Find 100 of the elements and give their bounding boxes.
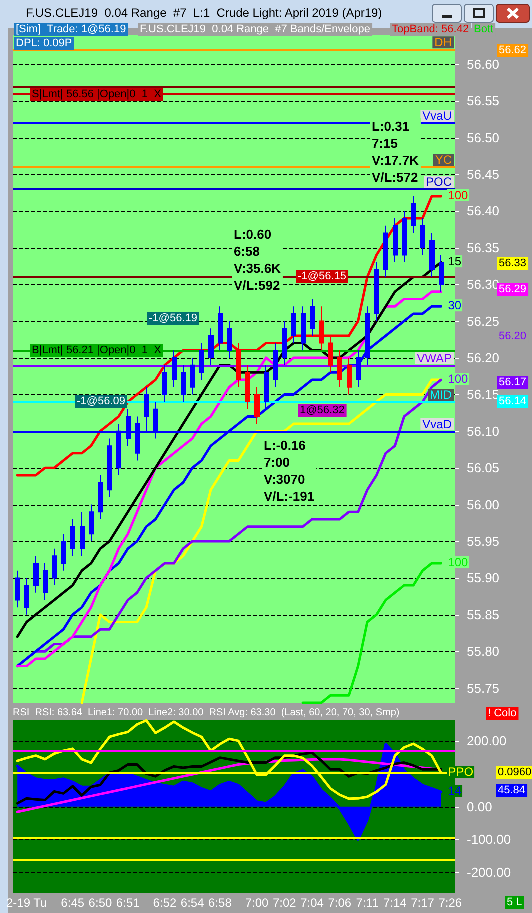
y-tick-label: 56.25	[467, 314, 500, 329]
x-tick-label: 7:17	[411, 896, 435, 910]
candlestick	[356, 350, 361, 388]
annotation: S|Lmt| 56.56 |Open|0 1 X	[32, 88, 162, 100]
text: 5 L	[507, 896, 522, 908]
text: 45.84	[498, 784, 526, 796]
candlestick	[273, 342, 278, 388]
y-tick-label: 55.95	[467, 534, 500, 550]
annotation: L:0.31 7:15 V:17.7K V/L:572	[372, 119, 420, 185]
candlestick	[282, 320, 287, 366]
ref-line-label: DH	[434, 36, 452, 50]
series-label: 100	[448, 188, 469, 202]
x-tick-label: 6:58	[208, 896, 232, 910]
candlestick	[245, 364, 250, 410]
candlestick	[301, 306, 306, 352]
candlestick	[162, 364, 167, 403]
annotation: DPL: 0.09P	[16, 38, 72, 50]
x-tick-label: 7:11	[356, 896, 380, 910]
candlestick	[347, 357, 352, 396]
y-tick-label: 55.90	[467, 570, 500, 586]
series-label: 14	[448, 784, 462, 798]
y-tick-label: 56.60	[467, 56, 500, 72]
y-tick-label: -100.00	[467, 832, 512, 848]
x-tick-label: 6:45	[61, 896, 85, 910]
y-tick-label: 200.00	[467, 734, 507, 749]
x-tick-label: 7:26	[438, 896, 462, 910]
y-tick-label: 55.85	[467, 607, 500, 622]
candlestick	[43, 563, 48, 601]
ref-line-label: VWAP	[417, 351, 452, 366]
y-tick-label: 56.45	[467, 166, 500, 182]
annotation: L:-0.16 7:00 V:3070 V/L:-191	[264, 438, 315, 504]
candlestick	[310, 298, 315, 336]
y-tick-label: 56.50	[467, 130, 500, 146]
candlestick	[172, 350, 177, 388]
x-tick-label: 6:54	[180, 896, 205, 910]
candlestick	[411, 196, 416, 234]
text: 56.14	[499, 396, 527, 408]
candlestick	[429, 232, 435, 278]
x-tick-label: 7:14	[383, 896, 408, 910]
y-tick-label: 55.80	[467, 644, 500, 660]
candlestick	[374, 262, 379, 322]
series-label: 30	[448, 298, 462, 313]
annotation: TopBand: 56.42	[392, 24, 470, 36]
text: 0.0960	[498, 766, 532, 778]
x-tick-label: 6:52	[153, 896, 177, 910]
candlestick	[70, 518, 75, 557]
candlestick	[89, 504, 94, 542]
candlestick	[24, 578, 29, 616]
candlestick	[319, 306, 324, 352]
candlestick	[337, 350, 342, 388]
text: 56.17	[499, 376, 527, 388]
candlestick	[439, 254, 444, 292]
text: 56.29	[499, 284, 527, 296]
series-label: 15	[448, 254, 462, 269]
ref-line-label: POC	[426, 175, 452, 190]
candlestick	[227, 320, 232, 358]
annotation: F.US.CLEJ19 0.04 Range #7 Bands/Envelope	[140, 24, 371, 36]
candlestick	[80, 512, 85, 557]
annotation: -1@56.09	[77, 396, 126, 408]
y-tick-label: 56.10	[467, 424, 500, 439]
candlestick	[107, 438, 112, 498]
ref-line-label: VvaU	[422, 109, 452, 124]
ref-line-label: MID	[430, 388, 452, 402]
series-label: 100	[448, 372, 469, 386]
annotation: B|Lmt| 56.21 |Open|0 1 X	[32, 344, 162, 356]
y-tick-label: 56.55	[467, 94, 500, 109]
y-tick-label: -200.00	[467, 865, 512, 880]
x-tick-label: 7:06	[328, 896, 352, 910]
candlestick	[402, 210, 407, 264]
text: 56.20	[499, 330, 527, 342]
annotation: 1@56.32	[300, 404, 345, 416]
y-tick-label: 56.35	[467, 240, 500, 256]
annotation: -1@56.15	[298, 270, 346, 282]
candlestick	[328, 335, 333, 374]
candlestick	[291, 306, 296, 344]
y-tick-label: 0.00	[467, 799, 492, 814]
series-label: 100	[448, 556, 469, 570]
x-tick-label: 7:02	[272, 896, 297, 910]
y-tick-label: 55.75	[467, 680, 500, 696]
candlestick	[15, 570, 20, 608]
candlestick	[420, 218, 425, 256]
candlestick	[181, 364, 186, 403]
annotation: -1@56.19	[149, 312, 198, 324]
text: 56.62	[499, 44, 527, 56]
annotation: [Sim] Trade: 1@56.19	[16, 24, 126, 36]
line-series	[302, 562, 442, 704]
candlestick	[264, 364, 269, 410]
candlestick	[98, 474, 103, 520]
candlestick	[199, 342, 204, 381]
x-tick-label: 7:04	[300, 896, 324, 910]
y-tick-label: 56.05	[467, 460, 500, 476]
candlestick	[236, 342, 241, 388]
y-tick-label: 56.40	[467, 204, 500, 219]
candlestick	[208, 328, 214, 366]
candlestick	[254, 386, 260, 425]
candlestick	[383, 225, 388, 278]
chart-title: F.US.CLEJ19 0.04 Range #7 L:1 Crude Light: April 2019 (Apr19)	[26, 6, 382, 20]
text: ! Colo	[488, 708, 517, 720]
x-tick-label: 6:51	[116, 896, 140, 910]
candlestick	[33, 556, 39, 594]
